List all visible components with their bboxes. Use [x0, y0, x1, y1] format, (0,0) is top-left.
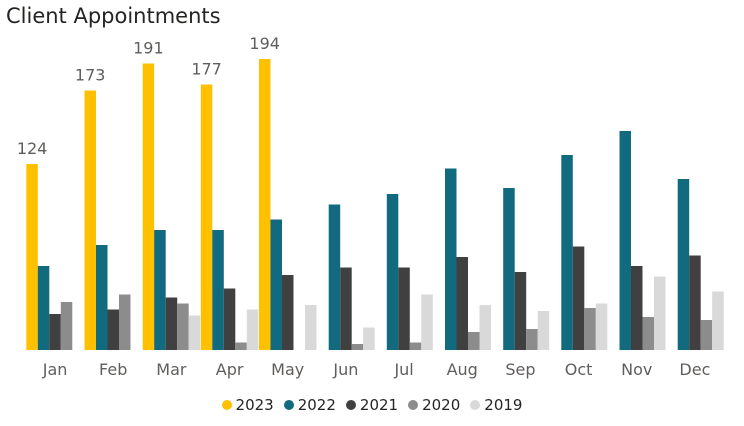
bar-2022-sep[interactable]: [503, 188, 515, 350]
legend-dot-icon: [345, 400, 356, 410]
legend-item-2019[interactable]: 2019: [470, 396, 522, 414]
bar-2019-jun[interactable]: [363, 327, 375, 351]
bar-2019-jul[interactable]: [421, 294, 433, 351]
bar-2020-jun[interactable]: [351, 344, 364, 350]
bar-2021-dec[interactable]: [689, 255, 701, 351]
bar-2022-jan[interactable]: [37, 266, 50, 350]
bar-2022-jul[interactable]: [386, 194, 399, 350]
bar-2020-mar[interactable]: [177, 303, 189, 351]
bar-2023-apr[interactable]: [200, 84, 213, 351]
bar-2020-feb[interactable]: [119, 294, 131, 351]
legend: 2023 2022 2021 2020 2019: [0, 396, 744, 414]
data-label-apr: 177: [191, 60, 222, 79]
bar-2020-aug[interactable]: [468, 332, 480, 350]
bar-2022-nov[interactable]: [619, 131, 632, 350]
data-labels-layer: 124 173 191 177 194: [17, 34, 280, 158]
bar-2022-jun[interactable]: [328, 204, 341, 351]
bar-2022-apr[interactable]: [212, 230, 224, 350]
bar-2020-jul[interactable]: [409, 342, 422, 351]
legend-dot-icon: [408, 400, 419, 410]
legend-label: 2021: [359, 396, 399, 414]
bar-2019-aug[interactable]: [479, 305, 492, 350]
bar-2021-jul[interactable]: [398, 267, 410, 351]
bar-2019-nov[interactable]: [654, 276, 666, 351]
legend-item-2022[interactable]: 2022: [283, 396, 336, 414]
bar-2019-may[interactable]: [305, 305, 317, 350]
chart-title: Client Appointments: [6, 4, 221, 28]
legend-item-2020[interactable]: 2020: [408, 396, 460, 414]
legend-label: 2023: [235, 396, 274, 414]
bar-2020-nov[interactable]: [642, 317, 655, 350]
x-tick-sep: Sep: [505, 360, 535, 379]
bar-2022-aug[interactable]: [445, 168, 457, 351]
bar-2021-mar[interactable]: [165, 297, 178, 351]
legend-dot-icon: [283, 400, 294, 410]
legend-label: 2022: [297, 396, 336, 414]
bar-2020-sep[interactable]: [526, 329, 538, 350]
x-tick-mar: Mar: [156, 360, 187, 379]
x-tick-apr: Apr: [216, 360, 244, 379]
bar-2020-oct[interactable]: [584, 308, 596, 350]
bar-2020-dec[interactable]: [700, 320, 713, 350]
bar-2019-dec[interactable]: [712, 291, 724, 351]
bar-2020-apr[interactable]: [235, 342, 247, 351]
x-tick-jun: Jun: [332, 360, 358, 379]
bar-2022-dec[interactable]: [677, 179, 690, 350]
bar-2021-aug[interactable]: [456, 257, 469, 350]
bar-2021-feb[interactable]: [107, 309, 120, 351]
bar-2022-mar[interactable]: [154, 230, 166, 350]
x-tick-jul: Jul: [393, 360, 413, 379]
bar-2021-sep[interactable]: [514, 272, 527, 350]
bar-2021-apr[interactable]: [223, 288, 236, 351]
data-label-jan: 124: [17, 139, 48, 158]
data-label-feb: 173: [75, 66, 106, 85]
bar-2022-feb[interactable]: [96, 245, 108, 350]
x-tick-nov: Nov: [621, 360, 652, 379]
x-tick-may: May: [271, 360, 304, 379]
bar-2021-jan[interactable]: [49, 314, 61, 350]
legend-label: 2020: [422, 396, 461, 414]
x-axis-ticks: Jan Feb Mar Apr May Jun Jul Aug Sep Oct Nov Dec: [42, 360, 711, 379]
bar-2023-may[interactable]: [259, 59, 271, 350]
bar-2020-jan[interactable]: [60, 302, 73, 350]
data-label-mar: 191: [133, 39, 164, 58]
x-tick-dec: Dec: [679, 360, 710, 379]
bar-2023-mar[interactable]: [142, 63, 155, 351]
legend-dot-icon: [470, 400, 481, 410]
legend-item-2023[interactable]: 2023: [221, 396, 274, 414]
bar-2021-nov[interactable]: [631, 266, 643, 350]
x-tick-oct: Oct: [565, 360, 593, 379]
bars-layer: [26, 59, 724, 351]
x-tick-feb: Feb: [99, 360, 127, 379]
bar-2019-sep[interactable]: [537, 311, 550, 350]
bar-2022-oct[interactable]: [561, 155, 573, 350]
bar-2021-jun[interactable]: [340, 267, 352, 351]
bar-2019-apr[interactable]: [246, 309, 259, 351]
legend-label: 2019: [484, 396, 523, 414]
bar-2019-mar[interactable]: [188, 315, 201, 351]
data-label-may: 194: [249, 34, 280, 53]
bar-2023-jan[interactable]: [26, 164, 38, 350]
x-tick-jan: Jan: [42, 360, 68, 379]
legend-item-2021[interactable]: 2021: [345, 396, 399, 414]
bar-2022-may[interactable]: [270, 219, 283, 351]
x-tick-aug: Aug: [447, 360, 478, 379]
bar-2019-oct[interactable]: [595, 303, 608, 351]
legend-dot-icon: [221, 400, 232, 410]
bar-2021-may[interactable]: [282, 275, 294, 350]
bar-2021-oct[interactable]: [572, 246, 585, 351]
bar-2023-feb[interactable]: [84, 90, 97, 351]
